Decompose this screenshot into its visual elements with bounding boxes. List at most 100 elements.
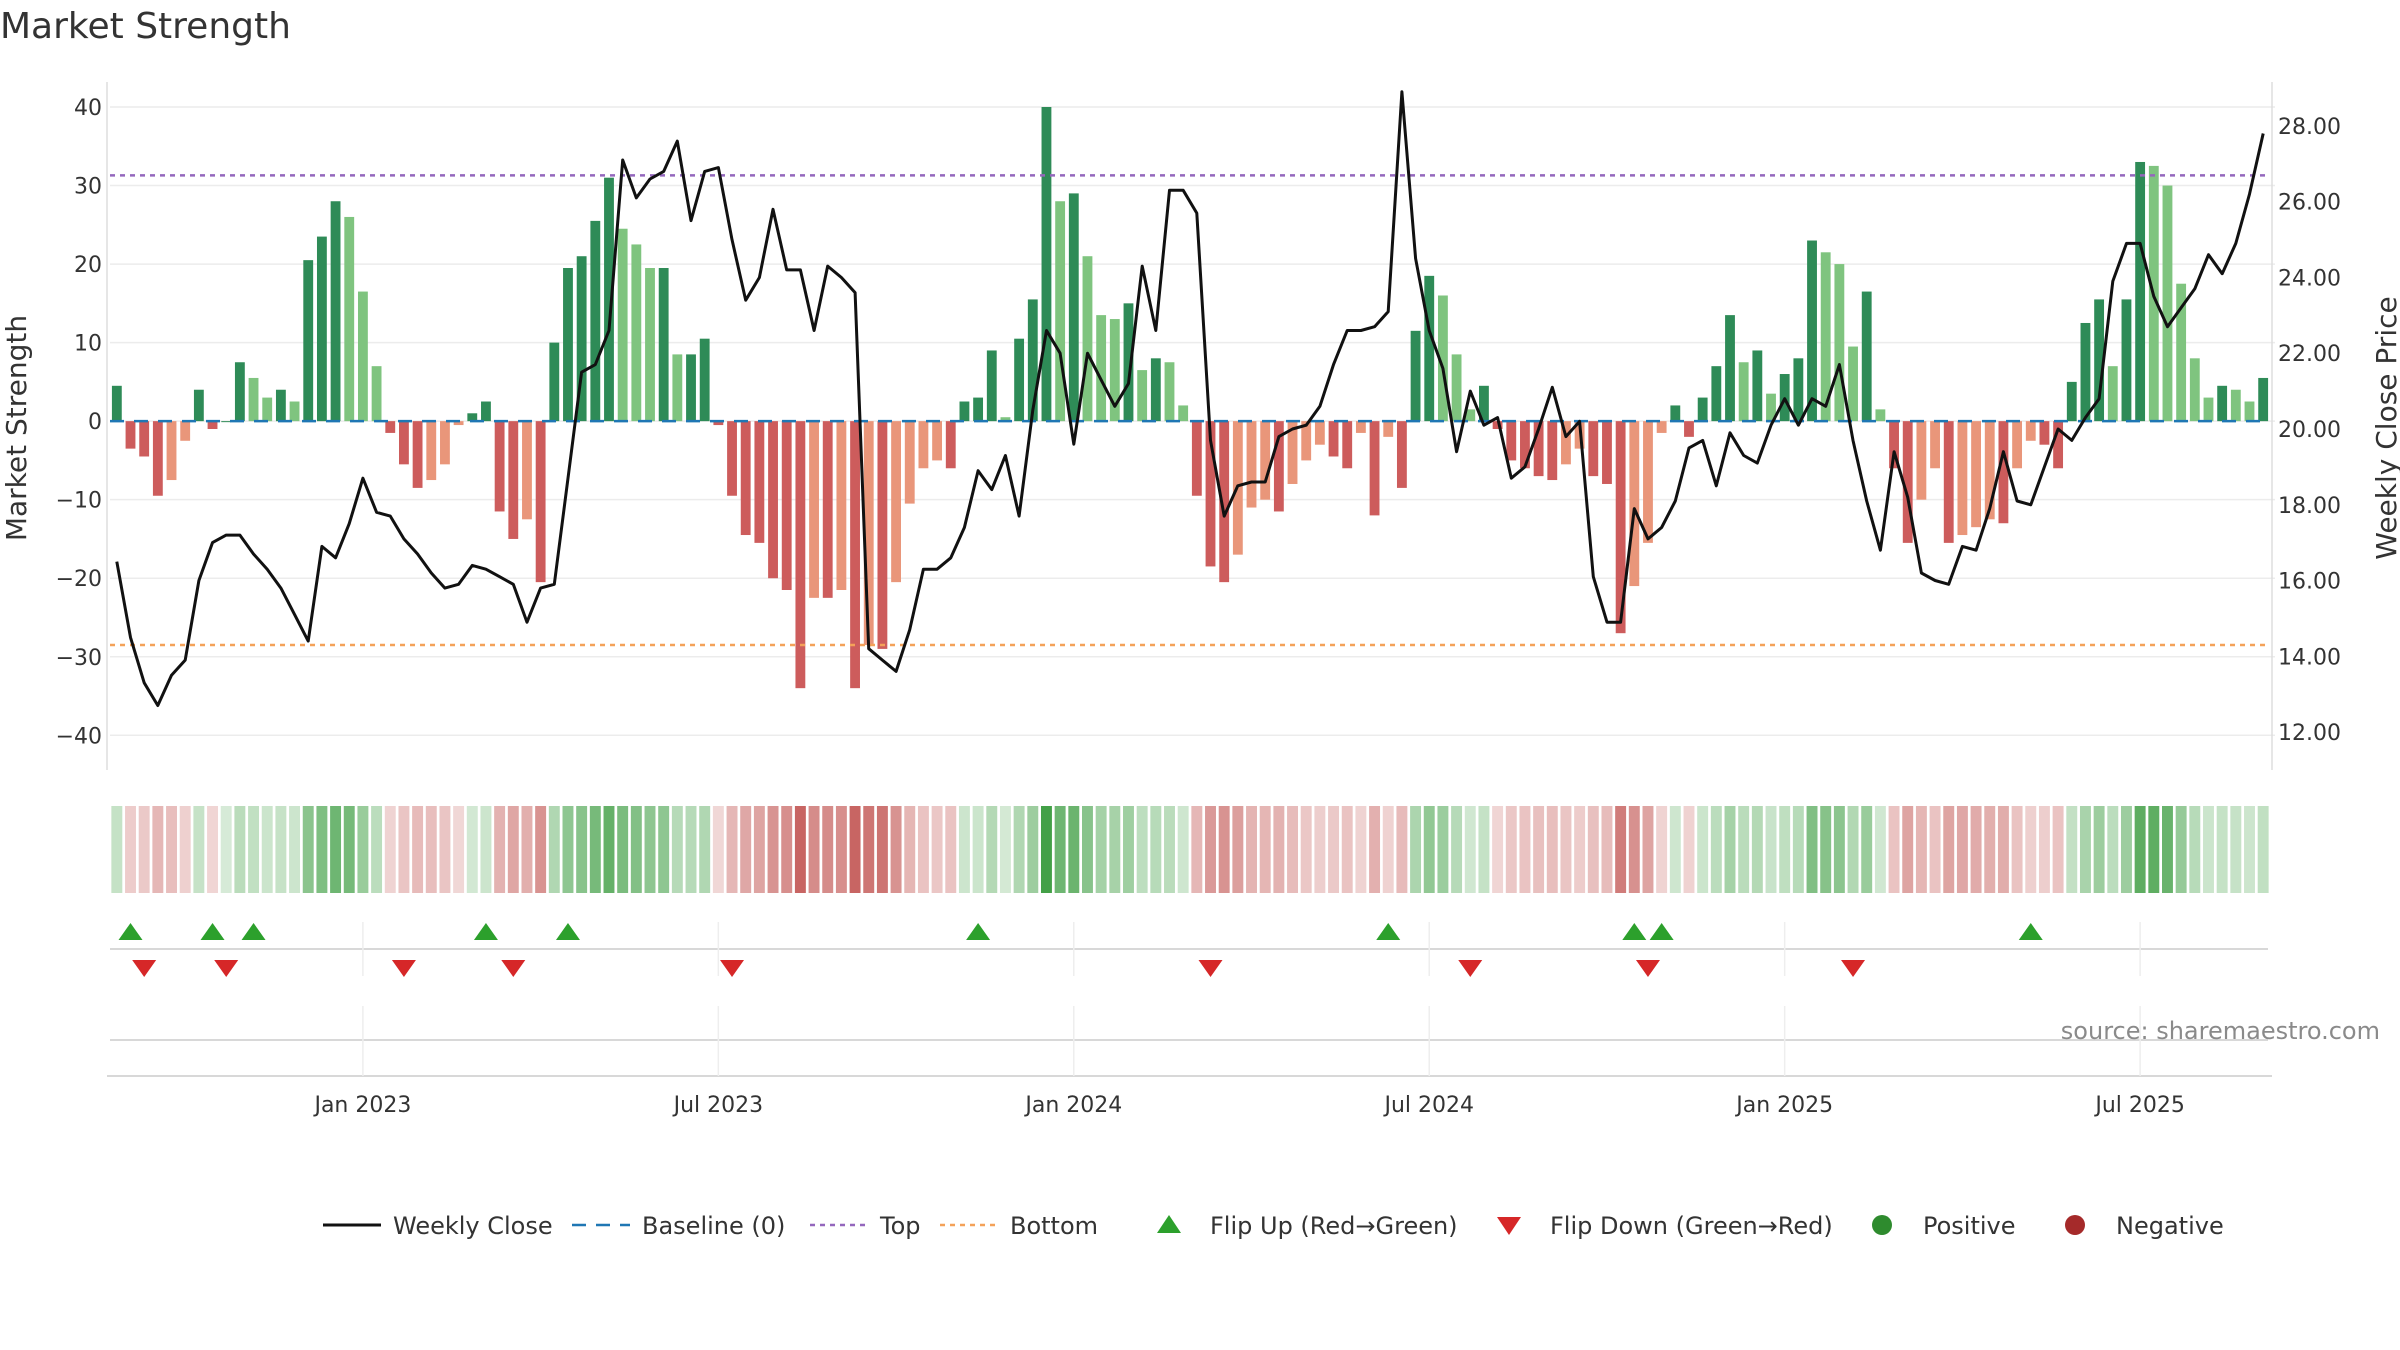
strength-bar <box>1520 421 1530 469</box>
flip-up-marker <box>241 923 266 940</box>
heat-cell <box>111 806 123 893</box>
heat-cell <box>466 806 478 893</box>
strength-bar <box>193 389 204 422</box>
heat-cell <box>371 806 383 893</box>
weekly-close-series <box>115 90 2265 707</box>
heat-cell <box>617 806 629 893</box>
legend-label: Positive <box>1923 1212 2016 1240</box>
heat-cell <box>234 806 246 893</box>
legend-label: Weekly Close <box>393 1212 553 1240</box>
strength-bar <box>508 421 519 539</box>
strength-bar <box>1451 354 1462 422</box>
flip-down-marker <box>1635 960 1660 977</box>
strength-bar <box>1752 350 1763 422</box>
heat-cell <box>1423 806 1435 893</box>
heat-cell <box>562 806 574 893</box>
strength-bar <box>207 421 218 429</box>
heat-cell <box>1095 806 1107 893</box>
heat-cell <box>2066 806 2078 893</box>
right-tick-label: 28.00 <box>2278 115 2341 140</box>
strength-bar <box>412 421 423 488</box>
strength-bar <box>1301 421 1312 461</box>
flip-down-marker <box>391 960 416 977</box>
strength-bar <box>2176 283 2187 422</box>
strength-bar <box>1000 417 1011 422</box>
strength-heat-strip <box>111 806 2269 893</box>
heat-cell <box>822 806 834 893</box>
x-tick-label: Jul 2023 <box>672 1093 764 1118</box>
heat-cell <box>1437 806 1449 893</box>
x-tick-label: Jan 2024 <box>1023 1093 1122 1118</box>
strength-bar <box>1738 362 1749 422</box>
heat-cell <box>1287 806 1298 893</box>
strength-bar <box>563 268 573 422</box>
heat-cell <box>1792 806 1804 893</box>
strength-bar <box>152 421 163 496</box>
strength-bar <box>535 421 546 583</box>
strength-bar <box>1793 358 1804 422</box>
strength-bar <box>2025 421 2036 441</box>
heat-cell <box>2120 806 2132 893</box>
strength-bar <box>1807 240 1817 422</box>
strength-bar <box>1615 421 1626 634</box>
heat-cell <box>1806 806 1818 893</box>
strength-bar <box>139 421 150 457</box>
strength-bar <box>399 421 409 465</box>
heat-cell <box>1191 806 1203 893</box>
heat-cell <box>1560 806 1572 893</box>
heat-cell <box>753 806 765 893</box>
strength-bar <box>904 421 915 504</box>
heat-cell <box>1642 806 1654 893</box>
heat-cell <box>726 806 738 893</box>
heat-cell <box>986 806 998 893</box>
strength-bar <box>1561 421 1571 465</box>
strength-bar <box>1766 393 1776 422</box>
strength-bar <box>2039 421 2050 445</box>
heat-cell <box>1123 806 1134 893</box>
strength-bar <box>1191 421 1202 496</box>
heat-cell <box>2175 806 2187 893</box>
strength-bar <box>316 236 327 422</box>
strength-bar <box>262 397 273 422</box>
heat-cell <box>1136 806 1148 893</box>
strength-bar <box>522 421 532 520</box>
heat-cell <box>193 806 205 893</box>
strength-bar <box>1164 362 1175 422</box>
heat-cell <box>1218 806 1230 893</box>
legend-item: Positive <box>1872 1212 2016 1240</box>
strength-bar <box>1889 421 1899 469</box>
left-axis-title: Market Strength <box>0 315 33 541</box>
strength-bar <box>1342 421 1353 469</box>
heat-cell <box>494 806 506 893</box>
heat-cell <box>1177 806 1189 893</box>
flip-down-marker <box>1198 960 1223 977</box>
legend-label: Flip Down (Green→Red) <box>1550 1212 1833 1240</box>
heat-cell <box>2038 806 2050 893</box>
heat-cell <box>398 806 410 893</box>
strength-bar <box>1273 421 1284 512</box>
heat-cell <box>835 806 847 893</box>
heat-cell <box>2189 806 2201 893</box>
strength-bar <box>1355 421 1366 433</box>
strength-bar <box>1437 295 1448 422</box>
heat-cell <box>1205 806 1216 893</box>
heat-cell <box>740 806 752 893</box>
heat-cell <box>1970 806 1982 893</box>
heat-cell <box>125 806 136 893</box>
strength-bar <box>1506 421 1517 461</box>
strength-bar <box>357 291 368 422</box>
heat-cell <box>876 806 888 893</box>
heat-cell <box>480 806 492 893</box>
legend-label: Flip Up (Red→Green) <box>1210 1212 1458 1240</box>
heat-cell <box>275 806 287 893</box>
heat-cell <box>220 806 232 893</box>
heat-cell <box>1164 806 1175 893</box>
heat-cell <box>1628 806 1640 893</box>
strength-bar <box>604 177 614 422</box>
right-tick-label: 20.00 <box>2278 418 2341 443</box>
right-axis-title: Weekly Close Price <box>2370 296 2400 559</box>
strength-bar <box>1424 275 1435 422</box>
strength-bar <box>2107 366 2118 422</box>
heat-cell <box>576 806 588 893</box>
flip-up-marker <box>966 923 991 940</box>
